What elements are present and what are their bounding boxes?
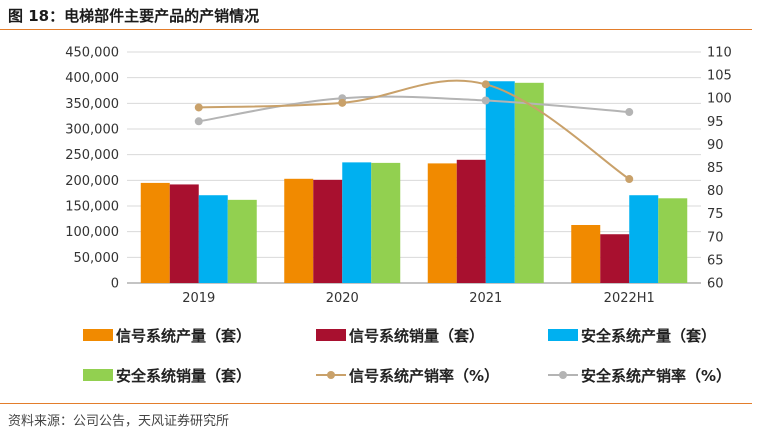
bar-signal-output	[140, 182, 170, 283]
bar-safety-output	[485, 81, 515, 283]
left-tick-label: 0	[111, 277, 119, 292]
legend-label-safety-rate: 安全系统产销率（%）	[581, 367, 731, 385]
bar-safety-sales	[658, 198, 688, 283]
source-note: 资料来源：公司公告，天风证券研究所	[8, 414, 230, 429]
right-tick-label: 60	[707, 277, 724, 292]
bar-signal-sales	[169, 184, 199, 283]
point-signal-rate	[481, 80, 490, 89]
right-tick-label: 65	[707, 253, 724, 268]
left-tick-label: 100,000	[65, 225, 119, 240]
bar-signal-output	[284, 178, 314, 283]
right-tick-label: 105	[707, 69, 732, 84]
left-tick-label: 350,000	[65, 97, 119, 112]
legend-label-signal-sales: 信号系统销量（套）	[349, 327, 484, 345]
left-axis-ticks: 0 50,000 100,000 150,000 200,000 250,000 300,0…	[65, 46, 119, 292]
right-tick-label: 95	[707, 115, 724, 130]
bar-safety-sales	[514, 82, 544, 283]
right-tick-label: 80	[707, 184, 724, 199]
legend-label-signal-output: 信号系统产量（套）	[116, 327, 251, 345]
point-signal-rate	[338, 98, 347, 107]
left-tick-label: 300,000	[65, 123, 119, 138]
left-tick-label: 200,000	[65, 174, 119, 189]
legend-label-safety-output: 安全系统产量（套）	[581, 327, 716, 345]
point-signal-rate	[194, 103, 203, 112]
legend-swatch-safety-output	[548, 329, 578, 341]
left-tick-label: 150,000	[65, 200, 119, 215]
right-tick-label: 90	[707, 138, 724, 153]
right-tick-label: 75	[707, 207, 724, 222]
legend-label-signal-rate: 信号系统产销率（%）	[349, 367, 499, 385]
point-safety-rate	[481, 96, 490, 105]
legend-swatch-safety-sales	[83, 369, 113, 381]
category-label: 2020	[326, 291, 359, 306]
source-divider	[0, 403, 752, 404]
bar-safety-sales	[371, 162, 401, 283]
legend-marker-safety-rate	[559, 371, 567, 379]
bar-safety-output	[629, 195, 659, 283]
category-label: 2022H1	[604, 291, 655, 306]
category-labels: 2019 2020 2021 2022H1	[182, 291, 655, 306]
bar-signal-sales	[456, 159, 486, 283]
category-label: 2021	[469, 291, 502, 306]
right-axis-ticks: 60 65 70 75 80 85 90 95 100 105 110	[707, 46, 732, 292]
left-tick-label: 50,000	[74, 251, 120, 266]
bar-safety-sales	[227, 199, 257, 283]
right-tick-label: 110	[707, 46, 732, 61]
left-tick-label: 400,000	[65, 71, 119, 86]
legend-marker-signal-rate	[327, 371, 335, 379]
right-tick-label: 100	[707, 92, 732, 107]
legend-swatch-signal-sales	[316, 329, 346, 341]
title-divider	[0, 29, 752, 30]
line-signal-rate	[198, 79, 630, 180]
point-signal-rate	[625, 175, 634, 184]
category-label: 2019	[182, 291, 215, 306]
bar-signal-output	[427, 163, 457, 283]
point-safety-rate	[194, 117, 203, 126]
legend-swatch-signal-output	[83, 329, 113, 341]
line-safety-rate	[198, 95, 630, 123]
right-tick-label: 70	[707, 230, 724, 245]
legend: 信号系统产量（套） 信号系统销量（套） 安全系统产量（套） 安全系统销量（套） 信号系统…	[83, 327, 731, 385]
bar-safety-output	[198, 195, 228, 283]
rate-lines	[194, 79, 634, 184]
point-safety-rate	[625, 108, 634, 117]
bar-signal-output	[571, 224, 601, 283]
left-tick-label: 450,000	[65, 46, 119, 61]
bar-signal-sales	[600, 234, 630, 283]
left-tick-label: 250,000	[65, 148, 119, 163]
bar-line-chart: 0 50,000 100,000 150,000 200,000 250,000 300,0…	[65, 46, 732, 386]
bar-signal-sales	[313, 179, 343, 283]
legend-label-safety-sales: 安全系统销量（套）	[116, 367, 251, 385]
bar-safety-output	[342, 162, 372, 283]
right-tick-label: 85	[707, 161, 724, 176]
bars	[140, 81, 688, 283]
figure-title: 图 18：电梯部件主要产品的产销情况	[8, 7, 260, 25]
